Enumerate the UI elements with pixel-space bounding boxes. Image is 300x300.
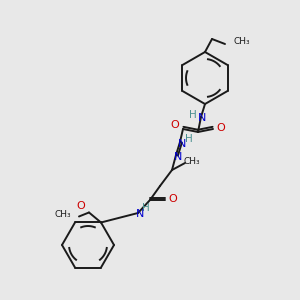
Text: H: H	[185, 134, 193, 144]
Text: H: H	[189, 110, 197, 120]
Text: CH₃: CH₃	[233, 38, 250, 46]
Text: O: O	[169, 194, 177, 204]
Text: CH₃: CH₃	[54, 210, 71, 219]
Text: N: N	[198, 113, 206, 123]
Text: O: O	[217, 123, 225, 133]
Text: N: N	[178, 139, 186, 149]
Text: O: O	[76, 202, 85, 212]
Text: CH₃: CH₃	[184, 158, 200, 166]
Text: H: H	[142, 203, 150, 213]
Text: N: N	[174, 152, 182, 162]
Text: N: N	[136, 209, 144, 219]
Text: O: O	[171, 120, 179, 130]
